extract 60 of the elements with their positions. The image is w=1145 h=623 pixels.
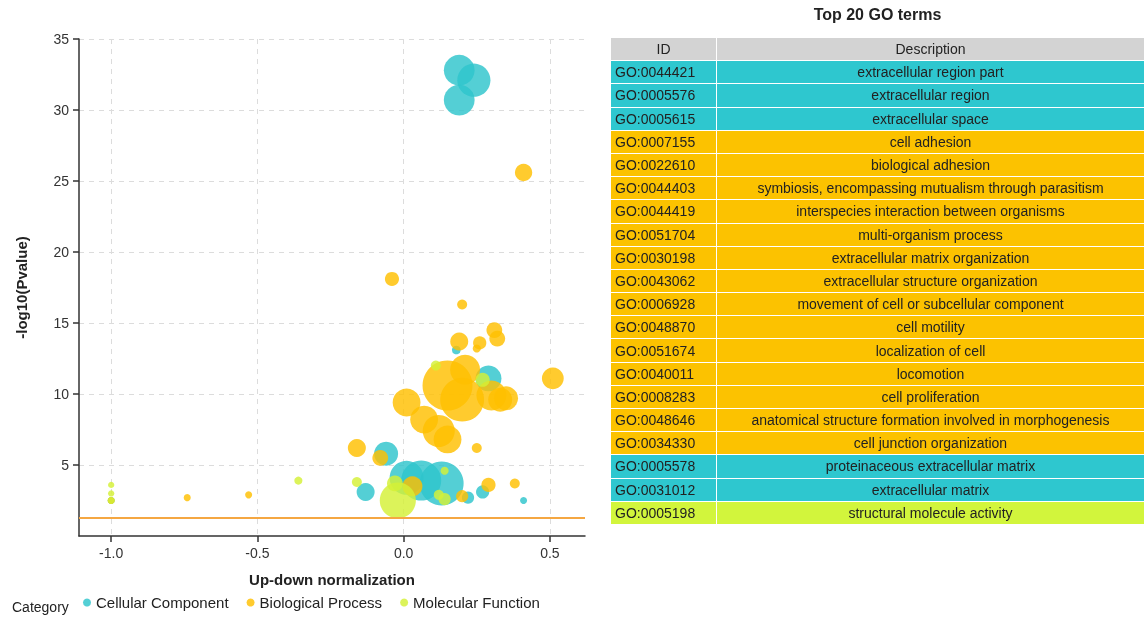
category-label: GO:0031012 xyxy=(610,478,717,502)
category-label: GO:0030198 xyxy=(610,246,717,270)
category-label: GO:0048646 xyxy=(610,408,717,432)
y-tick-label: 20 xyxy=(53,244,70,260)
category-label: GO:0040011 xyxy=(610,362,717,386)
category-label: extracellular space xyxy=(872,110,989,127)
category-label: extracellular matrix xyxy=(871,481,990,498)
category-label: GO:0043062 xyxy=(610,269,717,293)
category-label: localization of cell xyxy=(875,342,986,359)
category-label: GO:0022610 xyxy=(610,153,717,177)
y-tick-label: 35 xyxy=(53,31,70,47)
x-axis-title: Up-down normalization xyxy=(249,571,415,588)
category-label: cell adhesion xyxy=(889,133,972,150)
category-label: GO:0008283 xyxy=(610,385,717,409)
y-tick-label: 15 xyxy=(53,315,70,331)
text: Description xyxy=(716,37,1145,61)
category-label: extracellular region part xyxy=(857,64,1004,81)
category-label: GO:0005615 xyxy=(610,107,717,131)
category-label: GO:0005578 xyxy=(610,454,717,479)
category-label: symbiosis, encompassing mutualism through parasitism xyxy=(757,180,1104,197)
x-tick-label: -0.5 xyxy=(245,545,270,561)
category-label: structural molecule activity xyxy=(848,504,1013,521)
category-label: extracellular matrix organization xyxy=(831,249,1030,266)
y-tick-label: 25 xyxy=(53,173,70,189)
y-tick-label: 5 xyxy=(61,457,70,473)
category-label: GO:0005576 xyxy=(610,83,717,108)
legend-label: Cellular Component xyxy=(96,594,230,611)
y-axis-title: -log10(Pvalue) xyxy=(13,236,30,339)
text: Top 20 GO terms xyxy=(812,5,943,25)
category-label: multi-organism process xyxy=(858,226,1003,243)
x-tick-label: 0.5 xyxy=(540,545,560,561)
category-label: extracellular region xyxy=(871,87,990,104)
category-label: GO:0034330 xyxy=(610,431,717,455)
x-tick-label: -1.0 xyxy=(99,545,124,561)
legend-label: Biological Process xyxy=(259,594,383,611)
category-label: GO:0048870 xyxy=(610,315,717,339)
legend-label: Molecular Function xyxy=(413,594,540,611)
category-label: proteinaceous extracellular matrix xyxy=(825,458,1036,475)
category-label: GO:0051704 xyxy=(610,223,717,247)
y-tick-label: 10 xyxy=(53,386,70,402)
category-label: GO:0044403 xyxy=(610,176,717,200)
category-label: GO:0044421 xyxy=(610,60,717,84)
category-label: cell proliferation xyxy=(881,388,980,405)
x-tick-label: 0.0 xyxy=(393,545,414,561)
category-label: cell motility xyxy=(896,319,965,336)
category-label: anatomical structure formation involved in morphogenesis xyxy=(751,412,1110,429)
category-label: GO:0051674 xyxy=(610,338,717,363)
text: ID xyxy=(610,37,717,61)
category-label: locomotion xyxy=(896,365,965,382)
category-label: GO:0044419 xyxy=(610,199,717,223)
legend-title: Category xyxy=(12,599,69,615)
category-label: GO:0007155 xyxy=(610,130,717,154)
y-tick-label: 30 xyxy=(53,102,70,118)
category-label: cell junction organization xyxy=(853,435,1008,452)
category-label: GO:0005198 xyxy=(610,501,717,525)
category-label: extracellular structure organization xyxy=(823,272,1038,289)
category-label: GO:0006928 xyxy=(610,292,717,316)
category-label: movement of cell or subcellular component xyxy=(797,296,1064,313)
category-label: interspecies interaction between organisms xyxy=(796,203,1065,220)
category-label: biological adhesion xyxy=(870,157,991,174)
